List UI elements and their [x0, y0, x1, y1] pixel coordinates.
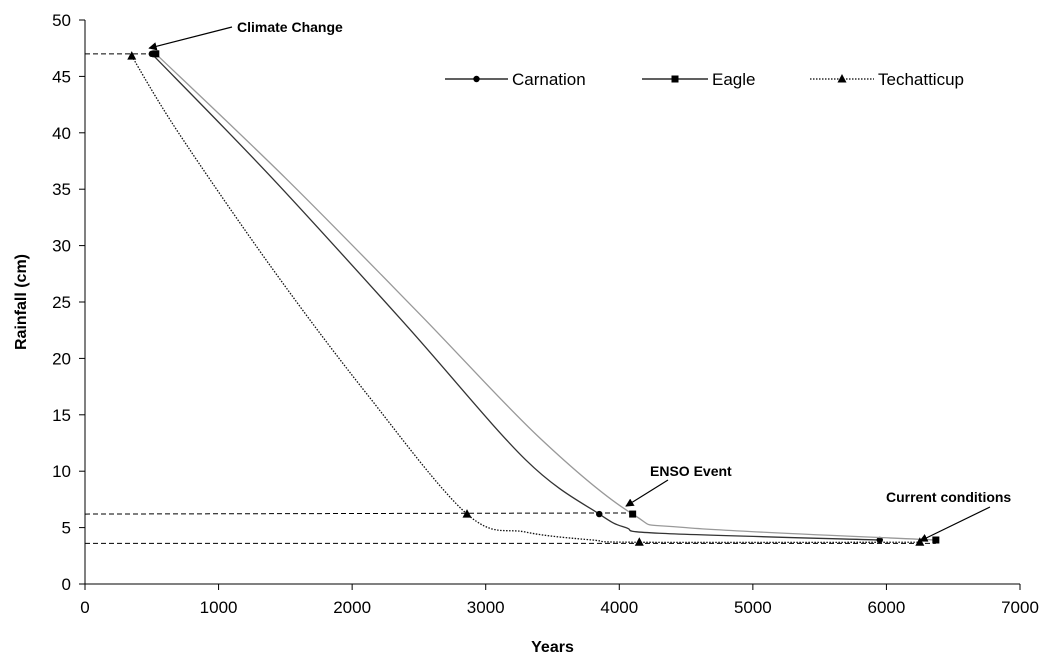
x-tick-label: 0	[80, 598, 89, 617]
legend-marker-techatticup	[837, 74, 847, 83]
annotation-label: Climate Change	[237, 19, 343, 35]
data-point-carnation	[876, 536, 883, 544]
annotation-arrow	[625, 479, 669, 507]
series-line-eagle	[155, 53, 936, 541]
annotation-arrow	[919, 506, 991, 542]
y-tick-label: 35	[52, 180, 71, 199]
y-tick-label: 0	[62, 575, 71, 594]
x-tick-label: 6000	[868, 598, 906, 617]
y-tick-label: 5	[62, 519, 71, 538]
x-tick-label: 2000	[333, 598, 371, 617]
x-tick-label: 4000	[600, 598, 638, 617]
x-tick-label: 7000	[1001, 598, 1039, 617]
y-tick-label: 30	[52, 237, 71, 256]
y-axis-title: Rainfall (cm)	[13, 254, 30, 350]
legend-label-techatticup: Techatticup	[878, 70, 964, 89]
data-point-eagle	[932, 536, 940, 544]
legend-label-eagle: Eagle	[712, 70, 755, 89]
y-tick-label: 20	[52, 349, 71, 368]
y-tick-label: 15	[52, 406, 71, 425]
legend-marker-eagle	[671, 75, 679, 83]
y-tick-label: 25	[52, 293, 71, 312]
y-tick-label: 50	[52, 11, 71, 30]
data-point-eagle	[629, 510, 637, 518]
annotation-arrow	[148, 26, 233, 51]
y-tick-label: 40	[52, 124, 71, 143]
annotation-label: ENSO Event	[650, 463, 732, 479]
data-point-techatticup	[127, 51, 137, 60]
data-point-carnation	[596, 510, 603, 518]
x-tick-label: 5000	[734, 598, 772, 617]
series-line-carnation	[151, 53, 880, 541]
y-tick-label: 45	[52, 67, 71, 86]
reference-line	[84, 512, 633, 515]
series-line-techatticup	[131, 55, 920, 544]
data-point-eagle	[152, 50, 160, 58]
x-tick-label: 1000	[200, 598, 238, 617]
data-point-techatticup	[634, 537, 644, 546]
x-axis-title: Years	[531, 639, 574, 656]
annotation-label: Current conditions	[886, 489, 1011, 505]
legend-marker-carnation	[473, 75, 480, 83]
y-tick-label: 10	[52, 462, 71, 481]
legend-label-carnation: Carnation	[512, 70, 586, 89]
data-point-techatticup	[462, 509, 472, 518]
x-tick-label: 3000	[467, 598, 505, 617]
